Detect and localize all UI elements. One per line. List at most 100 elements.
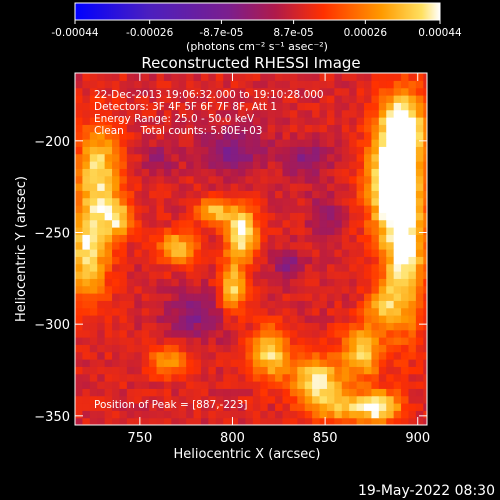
heatmap-cell	[319, 124, 328, 133]
heatmap-cell	[341, 73, 350, 81]
heatmap-cell	[238, 146, 247, 155]
heatmap-cell	[171, 359, 180, 367]
heatmap-cell	[97, 417, 106, 425]
heatmap-cell	[200, 124, 209, 133]
heatmap-cell	[163, 359, 172, 367]
heatmap-cell	[186, 102, 195, 111]
heatmap-cell	[341, 293, 350, 301]
heatmap-cell	[149, 344, 158, 353]
heatmap-cell	[245, 205, 254, 213]
heatmap-cell	[230, 131, 239, 140]
heatmap-cell	[163, 102, 172, 111]
heatmap-cell	[393, 300, 402, 309]
heatmap-cell	[326, 395, 335, 404]
heatmap-cell	[75, 351, 84, 360]
heatmap-cell	[401, 205, 410, 213]
heatmap-cell	[289, 80, 298, 89]
heatmap-cell	[371, 183, 380, 191]
heatmap-cell	[349, 124, 358, 133]
x-tick-label: 750	[127, 431, 152, 446]
heatmap-cell	[186, 153, 195, 162]
heatmap-cell	[208, 212, 217, 221]
heatmap-cell	[297, 95, 306, 103]
heatmap-cell	[156, 227, 165, 235]
heatmap-cell	[215, 417, 224, 425]
heatmap-cell	[141, 219, 150, 228]
heatmap-cell	[341, 183, 350, 191]
heatmap-cell	[178, 388, 187, 397]
heatmap-cell	[319, 117, 328, 125]
heatmap-cell	[356, 249, 365, 257]
heatmap-cell	[156, 315, 165, 323]
heatmap-cell	[415, 102, 424, 111]
heatmap-cell	[334, 249, 343, 257]
heatmap-cell	[341, 315, 350, 323]
heatmap-cell	[356, 190, 365, 199]
heatmap-cell	[386, 359, 395, 367]
heatmap-cell	[356, 241, 365, 250]
heatmap-cell	[334, 95, 343, 103]
heatmap-cell	[319, 315, 328, 323]
heatmap-cell	[326, 183, 335, 191]
heatmap-cell	[423, 285, 427, 294]
heatmap-cell	[289, 241, 298, 250]
heatmap-cell	[156, 344, 165, 353]
heatmap-cell	[334, 381, 343, 389]
heatmap-cell	[75, 146, 84, 155]
heatmap-cell	[393, 417, 402, 425]
heatmap-cell	[141, 359, 150, 367]
heatmap-cell	[267, 329, 276, 338]
heatmap-cell	[112, 175, 121, 184]
heatmap-cell	[104, 271, 113, 279]
heatmap-cell	[297, 183, 306, 191]
heatmap-cell	[245, 227, 254, 235]
heatmap-cell	[326, 109, 335, 118]
heatmap-cell	[208, 366, 217, 375]
heatmap-cell	[178, 139, 187, 147]
heatmap-cell	[282, 271, 291, 279]
heatmap-cell	[230, 175, 239, 184]
heatmap-cell	[289, 373, 298, 382]
heatmap-cell	[312, 278, 321, 287]
heatmap-cell	[415, 300, 424, 309]
heatmap-cell	[230, 197, 239, 206]
heatmap-cell	[304, 329, 313, 338]
heatmap-cell	[378, 293, 387, 301]
heatmap-cell	[356, 256, 365, 265]
heatmap-cell	[208, 109, 217, 118]
heatmap-cell	[126, 249, 135, 257]
heatmap-cell	[97, 381, 106, 389]
heatmap-cell	[371, 168, 380, 177]
heatmap-cell	[223, 359, 232, 367]
heatmap-cell	[223, 175, 232, 184]
heatmap-cell	[312, 227, 321, 235]
heatmap-cell	[119, 395, 128, 404]
heatmap-cell	[423, 131, 427, 140]
heatmap-cell	[289, 139, 298, 147]
heatmap-cell	[282, 73, 291, 81]
heatmap-cell	[289, 322, 298, 331]
heatmap-cell	[289, 212, 298, 221]
heatmap-cell	[75, 344, 84, 353]
heatmap-cell	[215, 146, 224, 155]
heatmap-cell	[82, 403, 91, 411]
heatmap-cell	[401, 161, 410, 169]
heatmap-cell	[223, 322, 232, 331]
heatmap-cell	[356, 205, 365, 213]
heatmap-cell	[119, 351, 128, 360]
heatmap-cell	[282, 285, 291, 294]
heatmap-cell	[312, 161, 321, 169]
heatmap-cell	[415, 205, 424, 213]
heatmap-cell	[171, 293, 180, 301]
heatmap-cell	[97, 153, 106, 162]
heatmap-cell	[208, 80, 217, 89]
heatmap-cell	[252, 234, 261, 243]
heatmap-cell	[89, 329, 98, 338]
heatmap-cell	[378, 219, 387, 228]
heatmap-cell	[364, 102, 373, 111]
heatmap-cell	[97, 131, 106, 140]
heatmap-cell	[112, 80, 121, 89]
heatmap-cell	[200, 410, 209, 419]
heatmap-cell	[319, 234, 328, 243]
heatmap-cell	[134, 249, 143, 257]
